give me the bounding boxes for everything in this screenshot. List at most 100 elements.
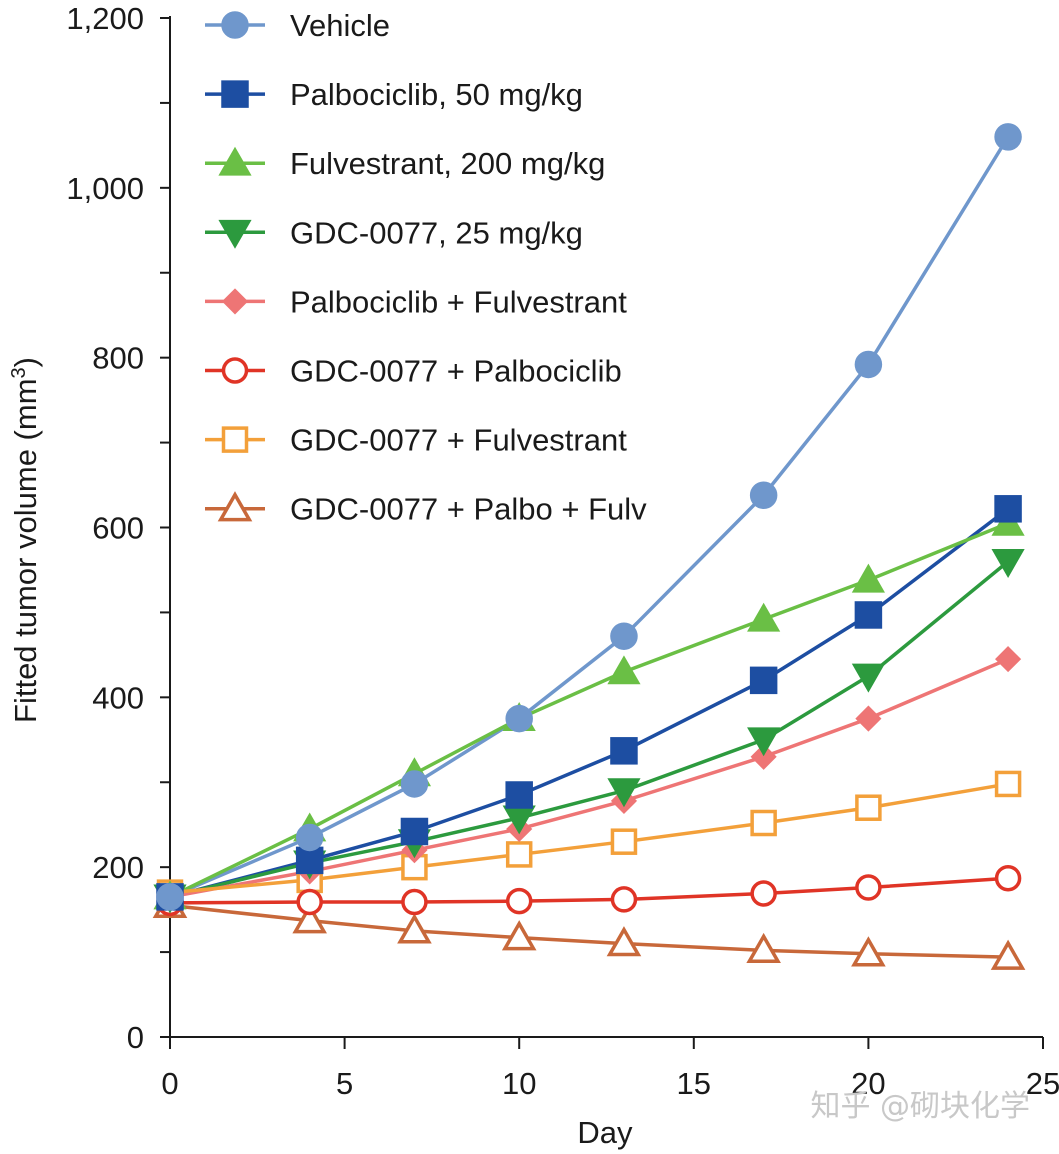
data-point-vehicle [749, 481, 778, 509]
legend-item-gdc-0077-palbo-fulv: GDC-0077 + Palbo + Fulv [205, 491, 647, 527]
data-point-palbociclib-50-mg-kg [505, 781, 533, 809]
series-line-fulvestrant-200-mg-kg [168, 521, 1010, 899]
series-markers [152, 123, 1026, 970]
data-point-gdc-0077-fulvestrant [855, 794, 882, 821]
data-point-gdc-0077-25-mg-kg [851, 663, 885, 693]
watermark: 知乎 @砌块化学 [810, 1089, 1030, 1124]
data-point-gdc-0077-palbo-fulv [851, 936, 886, 967]
legend-label: GDC-0077 + Palbo + Fulv [290, 492, 647, 527]
x-tick-label: 15 [677, 1066, 711, 1101]
legend-marker [221, 11, 249, 39]
legend: Vehicle Palbociclib, 50 mg/kg Fulvestrant,… [205, 8, 647, 527]
series-line-gdc-0077-25-mg-kg [168, 559, 1010, 899]
data-point-vehicle [854, 350, 883, 379]
data-point-gdc-0077-fulvestrant [505, 841, 533, 868]
data-point-gdc-0077-palbo-fulv [501, 920, 537, 951]
legend-marker [221, 426, 249, 453]
series-line-gdc-0077-palbociclib [168, 876, 1010, 905]
data-point-gdc-0077-palbo-fulv [990, 939, 1026, 970]
data-point-gdc-0077-fulvestrant [610, 828, 638, 855]
y-tick-label: 400 [92, 680, 144, 715]
data-point-gdc-0077-palbociclib [505, 887, 533, 915]
legend-item-palbociclib-50-mg-kg: Palbociclib, 50 mg/kg [205, 77, 583, 112]
legend-item-fulvestrant-200-mg-kg: Fulvestrant, 200 mg/kg [205, 146, 605, 181]
data-point-palbociclib-50-mg-kg [854, 601, 883, 629]
data-point-fulvestrant-200-mg-kg [607, 655, 641, 685]
data-point-gdc-0077-palbociclib [750, 880, 777, 907]
data-point-gdc-0077-25-mg-kg [607, 778, 641, 808]
data-point-palbociclib-50-mg-kg [610, 737, 638, 765]
data-point-vehicle [156, 883, 184, 911]
y-axis-title: Fitted tumor volume (mm3) [8, 357, 43, 723]
data-point-gdc-0077-palbociclib [610, 886, 638, 913]
data-point-gdc-0077-palbociclib [855, 874, 882, 901]
legend-label: Palbociclib, 50 mg/kg [290, 77, 583, 112]
x-tick-label: 20 [851, 1066, 885, 1101]
data-point-gdc-0077-palbociclib [994, 864, 1022, 892]
y-tick-label: 600 [92, 511, 144, 546]
data-point-palbociclib-fulvestrant [855, 705, 882, 732]
data-point-gdc-0077-palbo-fulv [606, 926, 642, 957]
legend-marker [218, 219, 252, 249]
x-tick-label: 5 [336, 1066, 353, 1101]
data-point-vehicle [610, 622, 638, 650]
legend-item-gdc-0077-palbociclib: GDC-0077 + Palbociclib [205, 354, 622, 389]
x-tick-label: 0 [161, 1066, 178, 1101]
y-axis-title-main: Fitted tumor volume (mm [8, 378, 43, 723]
legend-marker [218, 146, 252, 176]
data-point-palbociclib-fulvestrant [995, 646, 1022, 673]
data-point-palbociclib-50-mg-kg [749, 666, 778, 695]
data-point-palbociclib-50-mg-kg [400, 817, 429, 846]
y-tick-label: 1,200 [66, 1, 144, 36]
data-point-palbociclib-50-mg-kg [994, 495, 1022, 523]
legend-label: GDC-0077 + Palbociclib [290, 354, 622, 389]
data-point-gdc-0077-palbo-fulv [292, 903, 327, 934]
data-point-gdc-0077-25-mg-kg [747, 727, 781, 757]
series-line-gdc-0077-fulvestrant [168, 782, 1010, 895]
data-point-gdc-0077-palbo-fulv [746, 932, 781, 964]
data-point-palbociclib-fulvestrant [750, 743, 777, 770]
series-line-palbociclib-fulvestrant [168, 657, 1010, 899]
legend-marker [221, 357, 249, 384]
data-point-gdc-0077-25-mg-kg [991, 549, 1025, 578]
y-axis-title-superscript: 3 [8, 367, 30, 378]
y-tick-label: 200 [92, 850, 144, 885]
data-point-gdc-0077-fulvestrant [994, 770, 1022, 798]
legend-marker [217, 491, 253, 522]
legend-label: GDC-0077 + Fulvestrant [290, 423, 627, 458]
legend-marker [221, 288, 249, 315]
data-point-gdc-0077-fulvestrant [750, 809, 777, 837]
axes: 0 200 400 600 800 1,000 1,200 0 5 10 15 20 25 [66, 1, 1059, 1101]
x-axis-title: Day [577, 1115, 633, 1150]
x-tick-label: 10 [502, 1066, 536, 1101]
data-point-gdc-0077-palbociclib [296, 888, 323, 916]
x-tick-label: 25 [1026, 1066, 1059, 1101]
legend-label: GDC-0077, 25 mg/kg [290, 215, 583, 250]
y-tick-label: 1,000 [66, 171, 144, 206]
data-point-vehicle [295, 823, 324, 852]
legend-item-gdc-0077-25-mg-kg: GDC-0077, 25 mg/kg [205, 215, 583, 250]
series-line-vehicle [168, 135, 1010, 899]
series-line-gdc-0077-palbo-fulv [168, 903, 1010, 959]
y-axis-title-close: ) [8, 357, 43, 367]
y-tick-label: 0 [127, 1020, 144, 1055]
data-point-vehicle [400, 770, 429, 798]
data-point-fulvestrant-200-mg-kg [851, 563, 885, 593]
data-point-vehicle [994, 123, 1022, 151]
y-tick-label: 800 [92, 341, 144, 376]
legend-marker [221, 80, 249, 108]
legend-item-vehicle: Vehicle [205, 8, 390, 43]
legend-item-palbociclib-fulvestrant: Palbociclib + Fulvestrant [205, 284, 627, 319]
data-point-gdc-0077-palbociclib [401, 888, 428, 916]
series-lines [168, 135, 1010, 959]
legend-label: Fulvestrant, 200 mg/kg [290, 146, 605, 181]
data-point-palbociclib-50-mg-kg [295, 846, 324, 875]
legend-label: Vehicle [290, 8, 390, 43]
data-point-vehicle [505, 704, 533, 733]
legend-label: Palbociclib + Fulvestrant [290, 284, 627, 319]
series-line-palbociclib-50-mg-kg [168, 507, 1010, 899]
data-point-fulvestrant-200-mg-kg [747, 602, 781, 632]
legend-item-gdc-0077-fulvestrant: GDC-0077 + Fulvestrant [205, 423, 627, 458]
data-point-gdc-0077-palbo-fulv [397, 913, 432, 944]
